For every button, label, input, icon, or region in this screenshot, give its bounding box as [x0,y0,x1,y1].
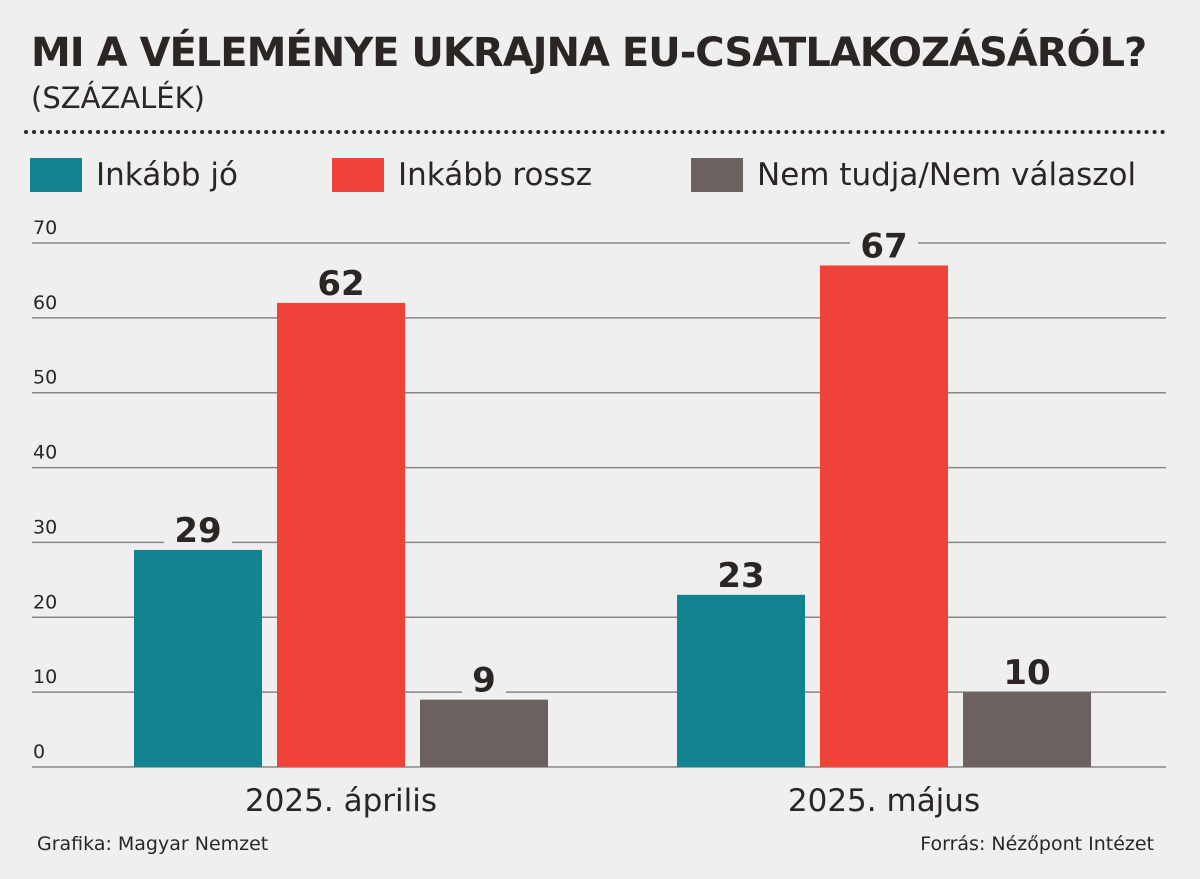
chart-title: MI A VÉLEMÉNYE UKRAJNA EU-CSATLAKOZÁSÁRÓ… [31,30,1147,76]
data-label-series-2-cat-0: 9 [472,661,496,701]
y-tick-label-40: 40 [33,442,57,464]
bar-series-0-cat-1 [677,594,805,767]
y-tick-label-50: 50 [33,367,57,389]
bar-series-2-cat-0 [420,699,548,767]
legend-item-nem-tudja: Nem tudja/Nem válaszol [691,150,1136,200]
bar-series-1-cat-1 [820,265,948,767]
legend-item-inkabb-jo: Inkább jó [30,150,238,200]
legend-label-inkabb-jo: Inkább jó [96,157,238,193]
data-label-bg-1-1 [850,225,918,262]
y-tick-label-20: 20 [33,591,57,613]
legend-label-inkabb-rossz: Inkább rossz [398,157,593,193]
data-label-series-0-cat-1: 23 [717,556,764,596]
legend-item-inkabb-rossz: Inkább rossz [332,150,592,200]
chart-subtitle: (SZÁZALÉK) [31,81,205,115]
dotted-divider [24,130,1166,134]
bar-series-0-cat-0 [134,549,262,767]
data-label-bg-1-0 [307,262,375,299]
bar-series-2-cat-1 [963,692,1091,767]
bar-series-1-cat-0 [277,302,405,767]
y-tick-label-30: 30 [33,516,57,538]
x-category-label-0: 2025. április [245,783,437,819]
data-label-bg-0-1 [707,554,775,591]
y-tick-label-70: 70 [33,217,57,239]
y-tick-label-0: 0 [33,741,45,763]
data-label-series-1-cat-1: 67 [860,226,907,266]
x-category-label-1: 2025. május [788,783,980,819]
data-label-bg-0-0 [164,509,232,546]
data-label-bg-2-0 [462,659,506,696]
legend-label-nem-tudja: Nem tudja/Nem válaszol [757,157,1137,193]
data-label-series-0-cat-0: 29 [174,511,221,551]
legend-swatch-inkabb-jo [30,158,82,192]
legend: Inkább jó Inkább rossz Nem tudja/Nem vál… [30,150,1170,200]
y-tick-label-60: 60 [33,292,57,314]
legend-swatch-inkabb-rossz [332,158,384,192]
legend-swatch-nem-tudja [691,158,743,192]
y-tick-label-10: 10 [33,666,57,688]
data-label-series-2-cat-1: 10 [1003,653,1050,693]
data-label-series-1-cat-0: 62 [317,264,364,304]
graphic-credit: Grafika: Magyar Nemzet [37,833,269,855]
data-label-bg-2-1 [993,652,1061,689]
source-credit: Forrás: Nézőpont Intézet [920,833,1154,855]
